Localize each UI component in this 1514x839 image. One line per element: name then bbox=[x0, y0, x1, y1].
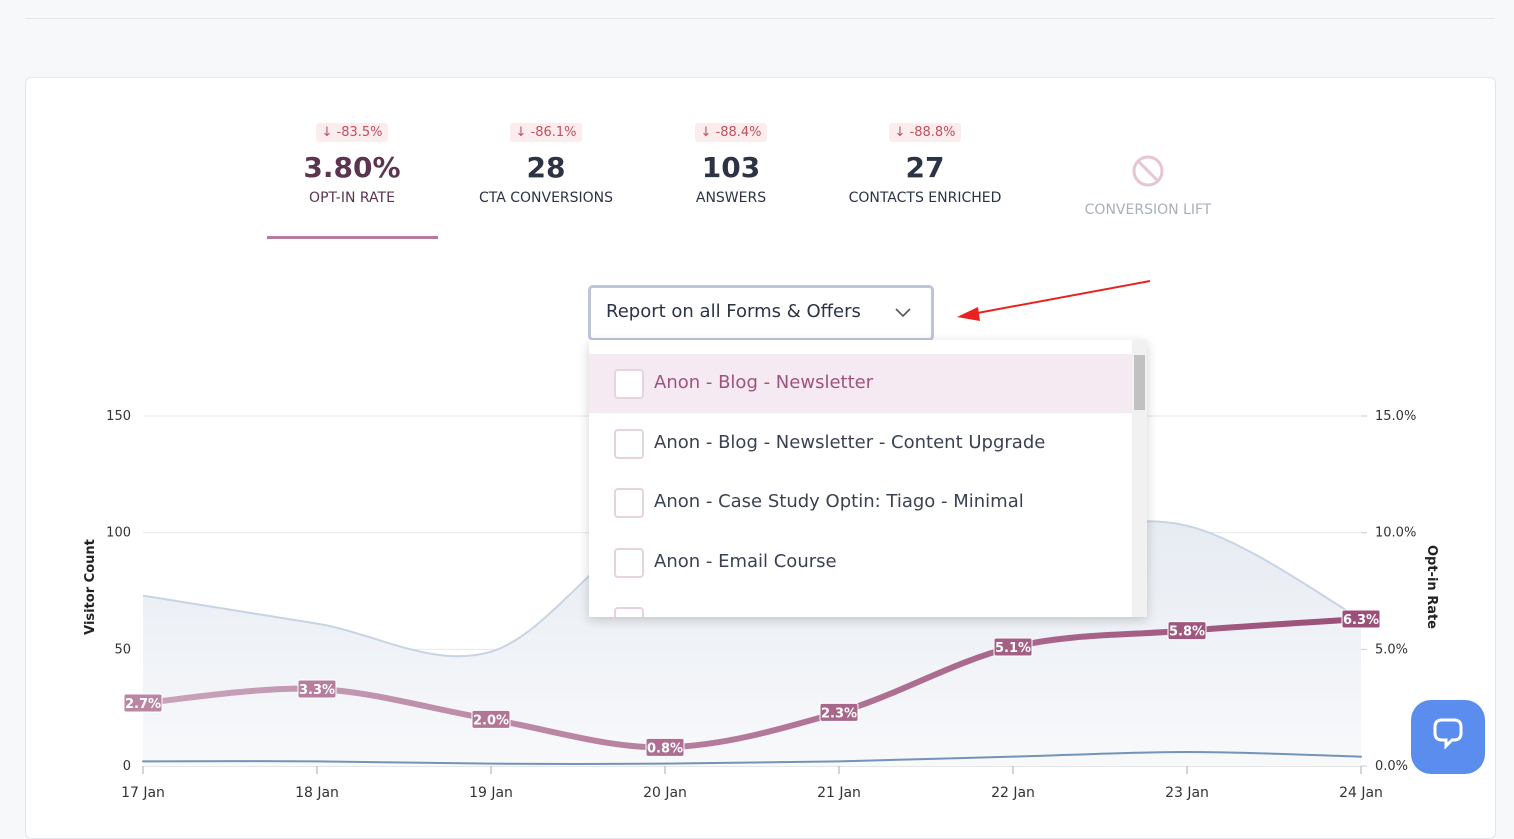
stat-value: 103 bbox=[701, 151, 761, 184]
value-label-box bbox=[1341, 609, 1381, 629]
option-label: Anon - Blog - Newsletter bbox=[654, 372, 874, 393]
value-label: 2.7% bbox=[125, 697, 161, 712]
y2-tick-label: 0.0% bbox=[1375, 759, 1408, 774]
value-label: 3.3% bbox=[299, 683, 335, 698]
x-tick-label: 19 Jan bbox=[469, 785, 513, 801]
value-label: 6.3% bbox=[1343, 613, 1379, 628]
value-label-box bbox=[645, 737, 685, 757]
x-tick-label: 17 Jan bbox=[121, 785, 165, 801]
dropdown-option[interactable]: Anon - Blog - Newsletter bbox=[589, 354, 1132, 413]
x-tick-label: 20 Jan bbox=[643, 785, 687, 801]
dropdown[interactable]: Report on all Forms & Offers bbox=[588, 285, 934, 341]
disabled-icon-slash bbox=[1136, 159, 1160, 183]
y-tick-label: 50 bbox=[114, 642, 131, 657]
dropdown-list: Anon - Blog - Newsletter Anon - Blog - Ne… bbox=[589, 340, 1147, 617]
x-tick-label: 21 Jan bbox=[817, 785, 861, 801]
value-label: 0.8% bbox=[647, 741, 683, 756]
option-label: Anon - Case Study Optin: Tiago - Minimal bbox=[654, 491, 1024, 512]
stat: CONVERSION LIFT bbox=[1048, 202, 1248, 218]
checkbox[interactable] bbox=[614, 607, 644, 617]
chat-button[interactable] bbox=[1411, 700, 1485, 774]
checkbox[interactable] bbox=[614, 547, 644, 578]
dropdown-option[interactable]: Anon - Case Study Optin: Tiago - Minimal bbox=[589, 473, 1132, 532]
y-tick-label: 100 bbox=[106, 526, 131, 541]
stat-label: CONTACTS ENRICHED bbox=[848, 190, 1002, 206]
dropdown-value: Report on all Forms & Offers bbox=[606, 301, 861, 322]
stat[interactable]: ↓ -86.1% 28 CTA CONVERSIONS bbox=[446, 121, 646, 206]
disabled-icon bbox=[1132, 155, 1164, 187]
arrow-head bbox=[957, 307, 980, 321]
value-label-box bbox=[471, 709, 511, 729]
value-label: 2.3% bbox=[821, 706, 857, 721]
dropdown-option[interactable] bbox=[589, 592, 1132, 617]
stat-change: ↓ -86.1% bbox=[510, 123, 582, 142]
value-label: 5.1% bbox=[995, 641, 1031, 656]
value-label-box bbox=[123, 693, 163, 713]
stat[interactable]: ↓ -88.4% 103 ANSWERS bbox=[631, 121, 831, 206]
value-label: 2.0% bbox=[473, 713, 509, 728]
x-tick-label: 22 Jan bbox=[991, 785, 1035, 801]
line bbox=[140, 616, 1364, 751]
chevron bbox=[895, 308, 911, 318]
y2-axis-label: Opt-in Rate bbox=[1424, 545, 1439, 629]
stat-value: 27 bbox=[905, 151, 945, 184]
stat[interactable]: ↓ -88.8% 27 CONTACTS ENRICHED bbox=[825, 121, 1025, 206]
option-label: Anon - Blog - Newsletter - Content Upgra… bbox=[654, 431, 1046, 453]
y2-tick-label: 10.0% bbox=[1375, 526, 1416, 541]
y-tick-label: 150 bbox=[106, 409, 131, 424]
stat-label: OPT-IN RATE bbox=[309, 190, 395, 206]
stat-value: 3.80% bbox=[303, 151, 401, 184]
stat-change: ↓ -88.4% bbox=[695, 123, 767, 142]
divider bbox=[25, 18, 1495, 19]
chat-icon bbox=[1433, 718, 1463, 750]
option-label: Anon - Email Course bbox=[654, 550, 837, 572]
stat[interactable]: ↓ -83.5% 3.80% OPT-IN RATE bbox=[252, 121, 452, 206]
checkbox[interactable] bbox=[614, 488, 644, 518]
dropdown-option[interactable]: Anon - Email Course bbox=[589, 533, 1132, 592]
x-tick-label: 18 Jan bbox=[295, 785, 339, 801]
active-tab-underline bbox=[267, 236, 438, 239]
value-label-box bbox=[993, 637, 1033, 657]
stat-change: ↓ -83.5% bbox=[316, 123, 388, 142]
y-tick-label: 0 bbox=[123, 759, 131, 774]
stat-value: 28 bbox=[526, 151, 566, 184]
scrollbar-thumb[interactable] bbox=[1134, 355, 1145, 410]
line bbox=[142, 750, 1362, 765]
stat-label: ANSWERS bbox=[695, 190, 767, 206]
scrollbar[interactable] bbox=[1132, 340, 1147, 617]
stat-change: ↓ -88.8% bbox=[889, 123, 961, 142]
value-label-box bbox=[297, 679, 337, 699]
value-label: 5.8% bbox=[1169, 625, 1205, 640]
dropdown-option[interactable]: Anon - Blog - Newsletter - Content Upgra… bbox=[589, 414, 1132, 473]
checkbox[interactable] bbox=[614, 428, 644, 459]
value-label-box bbox=[1167, 621, 1207, 641]
arrow bbox=[971, 280, 1151, 315]
y-axis-label: Visitor Count bbox=[83, 539, 98, 635]
stat-label: CONVERSION LIFT bbox=[1084, 202, 1212, 218]
stat-label: CTA CONVERSIONS bbox=[478, 190, 614, 206]
y2-tick-label: 5.0% bbox=[1375, 642, 1408, 657]
checkbox[interactable] bbox=[614, 369, 644, 399]
y2-tick-label: 15.0% bbox=[1375, 409, 1416, 424]
value-label-box bbox=[819, 702, 859, 722]
x-tick-label: 24 Jan bbox=[1339, 785, 1383, 801]
x-tick-label: 23 Jan bbox=[1165, 785, 1209, 801]
